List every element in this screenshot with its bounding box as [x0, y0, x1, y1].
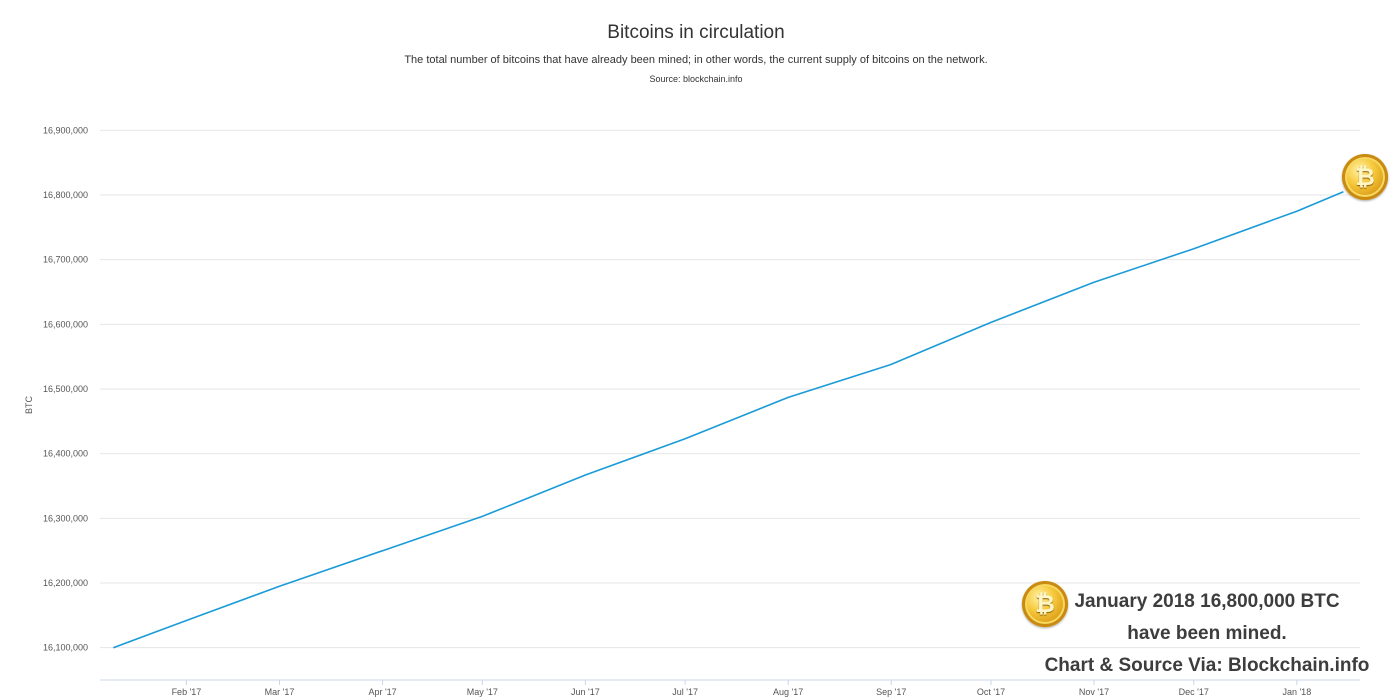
chart-source: Source: blockchain.info: [649, 74, 743, 84]
y-axis-label: BTC: [24, 395, 34, 414]
x-tick-label: Apr '17: [368, 687, 396, 697]
x-tick-label: Jul '17: [672, 687, 698, 697]
annotation-text: January 2018 16,800,000 BTC have been mi…: [1034, 586, 1380, 682]
x-axis: Feb '17 Mar '17 Apr '17 May '17 Jun '17 Jul '…: [100, 679, 1360, 697]
x-tick-label: Dec '17: [1179, 687, 1209, 697]
y-tick-label: 16,100,000: [43, 643, 88, 653]
x-tick-label: Feb '17: [172, 687, 202, 697]
y-tick-label: 16,500,000: [43, 384, 88, 394]
x-tick-label: Jan '18: [1282, 687, 1311, 697]
y-tick-label: 16,400,000: [43, 449, 88, 459]
chart-title: Bitcoins in circulation: [607, 22, 785, 43]
series-line: [113, 191, 1344, 649]
annotation-line-1: January 2018 16,800,000 BTC: [1074, 591, 1340, 612]
series-lines: [113, 191, 1344, 649]
y-tick-label: 16,600,000: [43, 319, 88, 329]
bitcoin-coin-icon: ₿: [1342, 154, 1388, 200]
x-tick-label: May '17: [467, 687, 498, 697]
chart-subtitle: The total number of bitcoins that have a…: [404, 54, 988, 66]
y-tick-label: 16,900,000: [43, 125, 88, 135]
grid-lines: [100, 129, 1360, 649]
x-tick-label: Mar '17: [265, 687, 295, 697]
y-tick-label: 16,200,000: [43, 578, 88, 588]
annotation-line-2: have been mined.: [1127, 623, 1287, 644]
x-tick-label: Oct '17: [977, 687, 1005, 697]
x-tick-label: Jun '17: [571, 687, 600, 697]
y-axis: 16,100,000 16,200,000 16,300,000 16,400,000…: [43, 125, 88, 652]
x-tick-label: Sep '17: [876, 687, 906, 697]
annotation-line-3: Chart & Source Via: Blockchain.info: [1044, 655, 1370, 676]
y-tick-label: 16,800,000: [43, 190, 88, 200]
y-tick-label: 16,300,000: [43, 513, 88, 523]
y-tick-label: 16,700,000: [43, 255, 88, 265]
x-tick-label: Nov '17: [1079, 687, 1109, 697]
x-tick-label: Aug '17: [773, 687, 803, 697]
bitcoin-coin-icon: ₿: [1022, 581, 1068, 627]
